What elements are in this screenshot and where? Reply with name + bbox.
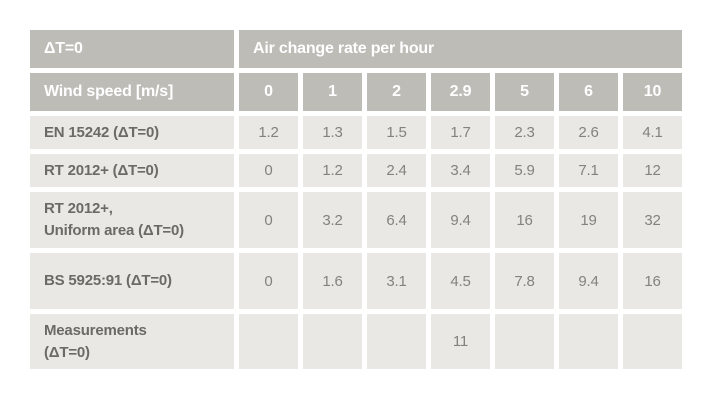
data-cell: 16	[495, 192, 554, 248]
table-row-measurements: Measurements (ΔT=0) 11	[30, 314, 682, 369]
data-cell: 2.4	[367, 154, 426, 187]
data-cell	[239, 314, 298, 369]
data-cell	[303, 314, 362, 369]
data-cell: 1.2	[239, 116, 298, 149]
data-cell	[559, 314, 618, 369]
row-label: RT 2012+, Uniform area (ΔT=0)	[30, 192, 234, 248]
data-cell: 0	[239, 192, 298, 248]
data-cell: 32	[623, 192, 682, 248]
data-cell: 9.4	[559, 253, 618, 309]
table-row-en15242: EN 15242 (ΔT=0) 1.2 1.3 1.5 1.7 2.3 2.6 …	[30, 116, 682, 149]
wind-speed-col-header: 2	[367, 73, 426, 111]
data-cell: 3.4	[431, 154, 490, 187]
row-label: RT 2012+ (ΔT=0)	[30, 154, 234, 187]
data-cell: 12	[623, 154, 682, 187]
row-label: EN 15242 (ΔT=0)	[30, 116, 234, 149]
wind-speed-label-cell: Wind speed [m/s]	[30, 73, 234, 111]
data-cell	[623, 314, 682, 369]
wind-speed-col-header: 0	[239, 73, 298, 111]
data-cell: 6.4	[367, 192, 426, 248]
table-row-rt2012: RT 2012+ (ΔT=0) 0 1.2 2.4 3.4 5.9 7.1 12	[30, 154, 682, 187]
data-cell: 3.2	[303, 192, 362, 248]
data-cell	[495, 314, 554, 369]
row-label: Measurements (ΔT=0)	[30, 314, 234, 369]
table-row-bs5925: BS 5925:91 (ΔT=0) 0 1.6 3.1 4.5 7.8 9.4 …	[30, 253, 682, 309]
data-cell: 7.1	[559, 154, 618, 187]
data-cell: 3.1	[367, 253, 426, 309]
data-cell: 1.6	[303, 253, 362, 309]
wind-speed-col-header: 1	[303, 73, 362, 111]
data-cell: 7.8	[495, 253, 554, 309]
table-header-row: ΔT=0 Air change rate per hour	[30, 30, 682, 68]
wind-speed-header-row: Wind speed [m/s] 0 1 2 2.9 5 6 10	[30, 73, 682, 111]
wind-speed-col-header: 5	[495, 73, 554, 111]
table-row-rt2012-uniform: RT 2012+, Uniform area (ΔT=0) 0 3.2 6.4 …	[30, 192, 682, 248]
data-cell: 16	[623, 253, 682, 309]
data-cell: 5.9	[495, 154, 554, 187]
wind-speed-col-header: 2.9	[431, 73, 490, 111]
data-cell: 4.5	[431, 253, 490, 309]
wind-speed-col-header: 10	[623, 73, 682, 111]
data-cell: 1.5	[367, 116, 426, 149]
column-group-header: Air change rate per hour	[239, 30, 682, 68]
data-cell: 1.7	[431, 116, 490, 149]
data-cell: 2.6	[559, 116, 618, 149]
data-cell: 0	[239, 154, 298, 187]
data-cell: 0	[239, 253, 298, 309]
data-cell: 1.2	[303, 154, 362, 187]
wind-speed-col-header: 6	[559, 73, 618, 111]
air-change-rate-table: ΔT=0 Air change rate per hour Wind speed…	[25, 25, 687, 374]
data-cell: 9.4	[431, 192, 490, 248]
data-cell: 2.3	[495, 116, 554, 149]
corner-header-cell: ΔT=0	[30, 30, 234, 68]
data-cell: 19	[559, 192, 618, 248]
data-cell	[367, 314, 426, 369]
row-label: BS 5925:91 (ΔT=0)	[30, 253, 234, 309]
data-cell: 1.3	[303, 116, 362, 149]
data-cell: 11	[431, 314, 490, 369]
data-cell: 4.1	[623, 116, 682, 149]
